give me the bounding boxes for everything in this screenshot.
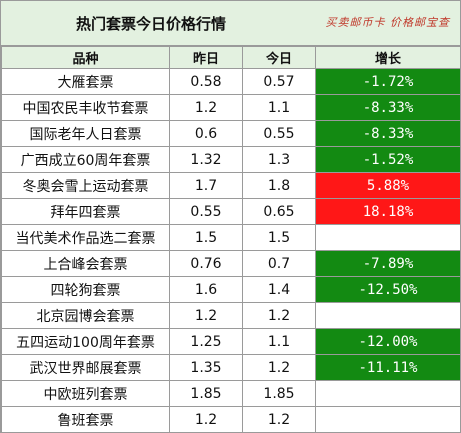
page-title: 热门套票今日价格行情 <box>75 14 226 33</box>
row-change-cell: 18.18% <box>315 198 461 225</box>
row-yesterday-cell: 0.6 <box>169 120 243 147</box>
table-row: 冬奥会雪上运动套票 1.7 1.8 5.88% <box>1 172 461 199</box>
table-row: 鲁班套票 1.2 1.2 <box>1 406 461 433</box>
row-today-cell: 1.5 <box>242 224 316 251</box>
row-yesterday-cell: 0.55 <box>169 198 243 225</box>
row-yesterday-cell: 1.7 <box>169 172 243 199</box>
row-change-cell: 5.88% <box>315 172 461 199</box>
table-body: 大雁套票 0.58 0.57 -1.72% 中国农民丰收节套票 1.2 1.1 -8.33% 国… <box>1 68 461 433</box>
row-change-cell: -11.11% <box>315 354 461 381</box>
row-name-cell: 大雁套票 <box>1 68 170 95</box>
row-yesterday-cell: 1.85 <box>169 380 243 407</box>
table-header-row: 品种 昨日 今日 增长 <box>1 46 461 69</box>
row-name-cell: 北京园博会套票 <box>1 302 170 329</box>
table-row: 大雁套票 0.58 0.57 -1.72% <box>1 68 461 95</box>
row-name-cell: 当代美术作品选二套票 <box>1 224 170 251</box>
row-yesterday-cell: 1.2 <box>169 94 243 121</box>
row-today-cell: 1.85 <box>242 380 316 407</box>
row-today-cell: 1.2 <box>242 302 316 329</box>
column-header-change: 增长 <box>315 46 461 69</box>
title-bar: 热门套票今日价格行情 买卖邮币卡 价格邮宝查 <box>1 1 460 46</box>
table-row: 北京园博会套票 1.2 1.2 <box>1 302 461 329</box>
row-name-cell: 上合峰会套票 <box>1 250 170 277</box>
table-row: 四轮狗套票 1.6 1.4 -12.50% <box>1 276 461 303</box>
row-yesterday-cell: 1.2 <box>169 302 243 329</box>
row-change-cell: -7.89% <box>315 250 461 277</box>
row-change-cell: -8.33% <box>315 120 461 147</box>
row-today-cell: 1.2 <box>242 406 316 433</box>
row-name-cell: 鲁班套票 <box>1 406 170 433</box>
table-row: 广西成立60周年套票 1.32 1.3 -1.52% <box>1 146 461 173</box>
row-today-cell: 0.7 <box>242 250 316 277</box>
row-name-cell: 五四运动100周年套票 <box>1 328 170 355</box>
row-today-cell: 1.2 <box>242 354 316 381</box>
table-row: 中欧班列套票 1.85 1.85 <box>1 380 461 407</box>
table-row: 中国农民丰收节套票 1.2 1.1 -8.33% <box>1 94 461 121</box>
row-yesterday-cell: 1.25 <box>169 328 243 355</box>
row-change-cell: -1.72% <box>315 68 461 95</box>
table-row: 五四运动100周年套票 1.25 1.1 -12.00% <box>1 328 461 355</box>
row-yesterday-cell: 0.76 <box>169 250 243 277</box>
row-change-cell <box>315 406 461 433</box>
price-table: 品种 昨日 今日 增长 大雁套票 0.58 0.57 -1.72% 中国农民丰收节套票 1… <box>1 46 461 433</box>
row-change-cell: -12.50% <box>315 276 461 303</box>
row-change-cell: -8.33% <box>315 94 461 121</box>
row-today-cell: 0.57 <box>242 68 316 95</box>
column-header-today: 今日 <box>242 46 316 69</box>
row-yesterday-cell: 1.35 <box>169 354 243 381</box>
row-name-cell: 冬奥会雪上运动套票 <box>1 172 170 199</box>
row-change-cell <box>315 302 461 329</box>
row-yesterday-cell: 0.58 <box>169 68 243 95</box>
row-name-cell: 武汉世界邮展套票 <box>1 354 170 381</box>
row-name-cell: 拜年四套票 <box>1 198 170 225</box>
row-today-cell: 0.65 <box>242 198 316 225</box>
row-yesterday-cell: 1.6 <box>169 276 243 303</box>
row-change-cell <box>315 224 461 251</box>
row-today-cell: 0.55 <box>242 120 316 147</box>
row-yesterday-cell: 1.32 <box>169 146 243 173</box>
column-header-yesterday: 昨日 <box>169 46 243 69</box>
row-today-cell: 1.3 <box>242 146 316 173</box>
row-yesterday-cell: 1.2 <box>169 406 243 433</box>
table-row: 武汉世界邮展套票 1.35 1.2 -11.11% <box>1 354 461 381</box>
table-row: 国际老年人日套票 0.6 0.55 -8.33% <box>1 120 461 147</box>
row-change-cell: -12.00% <box>315 328 461 355</box>
brand-watermark: 买卖邮币卡 价格邮宝查 <box>325 16 450 29</box>
table-row: 当代美术作品选二套票 1.5 1.5 <box>1 224 461 251</box>
table-row: 上合峰会套票 0.76 0.7 -7.89% <box>1 250 461 277</box>
row-name-cell: 中欧班列套票 <box>1 380 170 407</box>
column-header-name: 品种 <box>1 46 170 69</box>
row-name-cell: 国际老年人日套票 <box>1 120 170 147</box>
row-change-cell <box>315 380 461 407</box>
row-name-cell: 广西成立60周年套票 <box>1 146 170 173</box>
row-name-cell: 中国农民丰收节套票 <box>1 94 170 121</box>
row-today-cell: 1.4 <box>242 276 316 303</box>
row-today-cell: 1.1 <box>242 328 316 355</box>
table-row: 拜年四套票 0.55 0.65 18.18% <box>1 198 461 225</box>
row-today-cell: 1.8 <box>242 172 316 199</box>
row-yesterday-cell: 1.5 <box>169 224 243 251</box>
row-name-cell: 四轮狗套票 <box>1 276 170 303</box>
row-change-cell: -1.52% <box>315 146 461 173</box>
row-today-cell: 1.1 <box>242 94 316 121</box>
